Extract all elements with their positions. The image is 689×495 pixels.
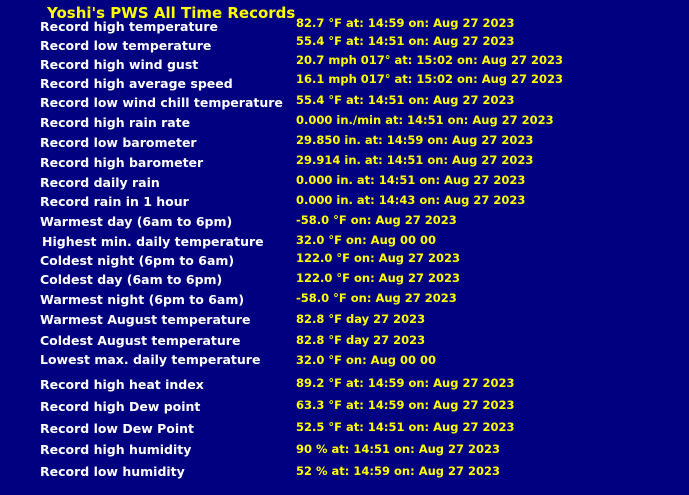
record-value: 0.000 in. at: 14:51 on: Aug 27 2023 xyxy=(296,173,526,187)
record-value: 29.914 in. at: 14:51 on: Aug 27 2023 xyxy=(296,153,534,167)
record-label: Coldest night (6pm to 6am) xyxy=(40,253,235,268)
record-value: 32.0 °F on: Aug 00 00 xyxy=(296,353,437,367)
record-label: Record high wind gust xyxy=(40,57,199,72)
record-label: Highest min. daily temperature xyxy=(42,234,264,249)
record-value: 0.000 in. at: 14:43 on: Aug 27 2023 xyxy=(296,193,526,207)
record-label: Record low Dew Point xyxy=(40,421,194,436)
record-label: Record high barometer xyxy=(40,155,204,170)
record-value: 55.4 °F at: 14:51 on: Aug 27 2023 xyxy=(296,34,515,48)
record-label: Record daily rain xyxy=(40,175,160,190)
record-label: Record high humidity xyxy=(40,442,192,457)
record-label: Record low wind chill temperature xyxy=(40,95,283,110)
record-value: 63.3 °F at: 14:59 on: Aug 27 2023 xyxy=(296,398,515,412)
record-label: Record high rain rate xyxy=(40,115,191,130)
record-value: 82.8 °F day 27 2023 xyxy=(296,333,426,347)
record-value: 89.2 °F at: 14:59 on: Aug 27 2023 xyxy=(296,376,515,390)
record-label: Record high Dew point xyxy=(40,399,201,414)
record-label: Record high temperature xyxy=(40,19,218,34)
record-value: 52.5 °F at: 14:51 on: Aug 27 2023 xyxy=(296,420,515,434)
record-value: 29.850 in. at: 14:59 on: Aug 27 2023 xyxy=(296,133,534,147)
record-value: 122.0 °F on: Aug 27 2023 xyxy=(296,251,461,265)
record-label: Record high average speed xyxy=(40,76,233,91)
record-value: -58.0 °F on: Aug 27 2023 xyxy=(296,213,457,227)
record-label: Record rain in 1 hour xyxy=(40,194,189,209)
record-label: Coldest day (6am to 6pm) xyxy=(40,272,223,287)
record-value: 16.1 mph 017° at: 15:02 on: Aug 27 2023 xyxy=(296,72,564,86)
record-value: 52 % at: 14:59 on: Aug 27 2023 xyxy=(296,464,501,478)
record-label: Lowest max. daily temperature xyxy=(40,352,261,367)
record-value: 90 % at: 14:51 on: Aug 27 2023 xyxy=(296,442,501,456)
record-value: 122.0 °F on: Aug 27 2023 xyxy=(296,271,461,285)
record-value: 20.7 mph 017° at: 15:02 on: Aug 27 2023 xyxy=(296,53,564,67)
record-label: Warmest day (6am to 6pm) xyxy=(40,214,233,229)
record-label: Record low humidity xyxy=(40,464,185,479)
page-title: Yoshi's PWS All Time Records xyxy=(47,4,296,22)
record-value: 82.8 °F day 27 2023 xyxy=(296,312,426,326)
record-label: Coldest August temperature xyxy=(40,333,241,348)
record-value: 0.000 in./min at: 14:51 on: Aug 27 2023 xyxy=(296,113,554,127)
record-label: Record low temperature xyxy=(40,38,212,53)
record-label: Record low barometer xyxy=(40,135,197,150)
record-value: 32.0 °F on: Aug 00 00 xyxy=(296,233,437,247)
record-label: Record high heat index xyxy=(40,377,204,392)
record-label: Warmest August temperature xyxy=(40,312,251,327)
record-value: 55.4 °F at: 14:51 on: Aug 27 2023 xyxy=(296,93,515,107)
record-value: -58.0 °F on: Aug 27 2023 xyxy=(296,291,457,305)
record-label: Warmest night (6pm to 6am) xyxy=(40,292,245,307)
record-value: 82.7 °F at: 14:59 on: Aug 27 2023 xyxy=(296,16,515,30)
